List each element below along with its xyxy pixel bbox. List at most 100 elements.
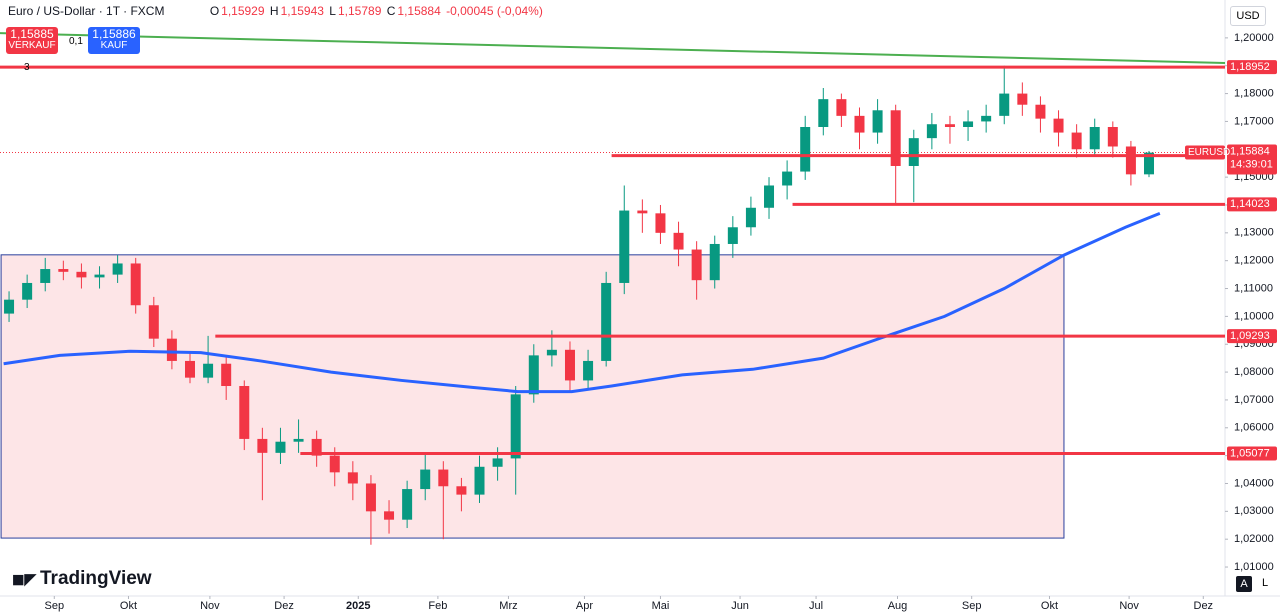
candle-body bbox=[365, 483, 376, 512]
y-tick-label: 1,07000 bbox=[1234, 394, 1274, 406]
last-price-label: 1,15884 bbox=[1230, 145, 1270, 157]
level-label: 1,05077 bbox=[1230, 447, 1270, 459]
y-tick-label: 1,17000 bbox=[1234, 115, 1274, 127]
candle-body bbox=[1089, 126, 1100, 150]
x-tick-label: Dez bbox=[274, 600, 294, 612]
change: -0,00045 (-0,04%) bbox=[446, 4, 543, 18]
candle-body bbox=[1107, 126, 1118, 147]
candle-body bbox=[854, 115, 865, 133]
moving-average bbox=[3, 211, 1161, 394]
candle-body bbox=[691, 249, 702, 281]
candle-body bbox=[22, 282, 33, 300]
ohlc-value: 1,15943 bbox=[280, 4, 324, 18]
candle-body bbox=[203, 363, 214, 378]
log-button[interactable]: L bbox=[1262, 577, 1269, 589]
candle-body bbox=[764, 185, 775, 208]
level-label: 1,09293 bbox=[1230, 330, 1270, 342]
x-tick-label: Sep bbox=[962, 600, 982, 612]
y-tick-label: 1,11000 bbox=[1234, 282, 1273, 294]
y-tick-label: 1,08000 bbox=[1234, 366, 1274, 378]
ohlc-label: L bbox=[329, 4, 336, 18]
candle-body bbox=[963, 121, 974, 127]
candle-body bbox=[456, 486, 467, 495]
candle-body bbox=[1017, 93, 1028, 105]
candle-body bbox=[293, 438, 304, 442]
symbol-box bbox=[1185, 145, 1225, 160]
y-tick-label: 1,06000 bbox=[1234, 422, 1274, 434]
buy-label: KAUF bbox=[100, 40, 128, 51]
candle-body bbox=[94, 274, 105, 278]
x-tick-label: Jun bbox=[731, 600, 749, 612]
buy-button[interactable]: 1,15886 KAUF bbox=[88, 27, 140, 54]
candle-body bbox=[492, 458, 503, 467]
sell-label: VERKAUF bbox=[8, 40, 56, 51]
candle-body bbox=[1035, 104, 1046, 119]
candle-body bbox=[510, 394, 521, 459]
candle-body bbox=[148, 305, 159, 339]
candle-body bbox=[438, 469, 449, 487]
candle-body bbox=[112, 263, 123, 275]
candle-body bbox=[221, 363, 232, 387]
candle-body bbox=[727, 227, 738, 244]
candle-body bbox=[564, 349, 575, 381]
candle-body bbox=[40, 269, 51, 283]
zone bbox=[0, 254, 1065, 539]
level-label-box bbox=[1227, 329, 1277, 344]
candle-body bbox=[58, 269, 69, 272]
trendline bbox=[0, 32, 1226, 64]
last-price-box bbox=[1227, 144, 1277, 175]
candle-body bbox=[890, 110, 901, 166]
y-tick-label: 1,13000 bbox=[1234, 227, 1274, 239]
candle-body bbox=[981, 115, 992, 122]
level-label: 1,18952 bbox=[1230, 61, 1270, 73]
candle-body bbox=[384, 511, 395, 520]
spread: 0,1 bbox=[69, 36, 83, 47]
candle-body bbox=[673, 232, 684, 250]
candle-body bbox=[329, 455, 340, 473]
ohlc-value: 1,15789 bbox=[337, 4, 382, 18]
x-tick-label: Nov bbox=[200, 600, 220, 612]
indicator-count[interactable]: 3 bbox=[24, 62, 30, 73]
y-tick-label: 1,04000 bbox=[1234, 477, 1274, 489]
candle-body bbox=[420, 469, 431, 490]
auto-button[interactable]: A bbox=[1236, 576, 1252, 592]
x-tick-label: Aug bbox=[888, 600, 908, 612]
candle-body bbox=[257, 438, 268, 453]
candle-body bbox=[836, 99, 847, 116]
candle-body bbox=[130, 263, 141, 306]
candle-body bbox=[782, 171, 793, 186]
candle-body bbox=[474, 466, 485, 495]
x-tick-label: Nov bbox=[1119, 600, 1139, 612]
candle-body bbox=[311, 438, 322, 456]
ohlc-value: 1,15929 bbox=[221, 4, 265, 18]
level-label-box bbox=[1227, 446, 1277, 461]
candle-body bbox=[1053, 118, 1064, 133]
candle-body bbox=[619, 210, 630, 283]
y-tick-label: 1,01000 bbox=[1234, 561, 1274, 573]
sell-button[interactable]: 1,15885 VERKAUF bbox=[6, 27, 58, 54]
candle-body bbox=[637, 210, 648, 214]
candle-body bbox=[347, 472, 358, 484]
ohlc-label: H bbox=[269, 4, 279, 18]
candle-body bbox=[926, 124, 937, 139]
y-tick-label: 1,20000 bbox=[1234, 32, 1274, 44]
countdown: 14:39:01 bbox=[1230, 158, 1273, 170]
candle-body bbox=[239, 386, 250, 439]
y-tick-label: 1,12000 bbox=[1234, 255, 1274, 267]
logo-text: TradingView bbox=[40, 568, 152, 589]
candle-body bbox=[1125, 146, 1136, 175]
candle-body bbox=[166, 338, 177, 361]
currency[interactable]: USD bbox=[1230, 6, 1266, 26]
x-tick-label: Mai bbox=[652, 600, 670, 612]
y-tick-label: 1,02000 bbox=[1234, 533, 1274, 545]
x-tick-label: 2025 bbox=[346, 600, 370, 612]
symbol-label: EURUSD bbox=[1188, 147, 1230, 158]
candle-body bbox=[872, 110, 883, 133]
symbol[interactable]: Euro / US-Dollar · 1T · FXCM bbox=[8, 4, 165, 18]
x-tick-label: Mrz bbox=[499, 600, 517, 612]
candle-body bbox=[184, 360, 195, 378]
x-tick-label: Sep bbox=[44, 600, 64, 612]
candle-body bbox=[546, 349, 557, 356]
